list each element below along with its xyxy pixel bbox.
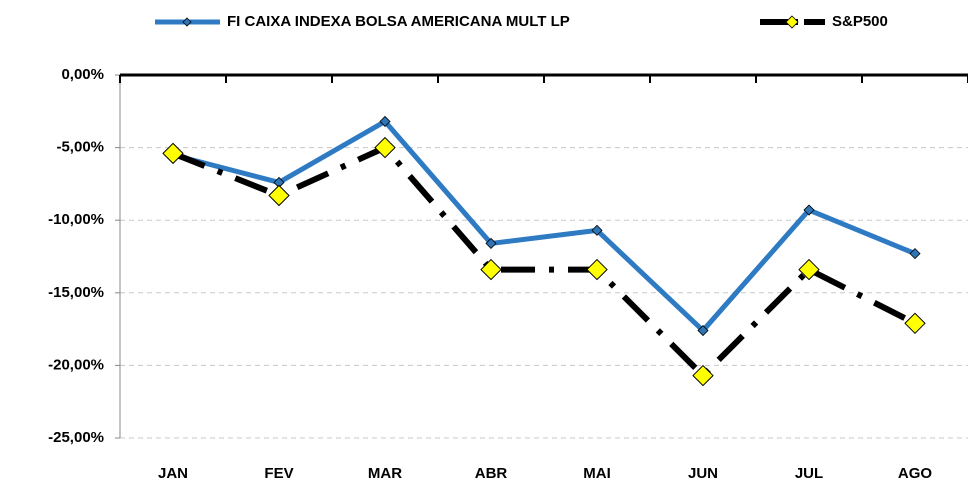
marker — [909, 248, 921, 260]
marker — [268, 184, 290, 207]
marker — [485, 237, 497, 249]
marker — [803, 204, 815, 216]
marker — [692, 364, 714, 387]
y-tick-label: -5,00% — [56, 139, 104, 156]
legend-marker — [785, 15, 799, 29]
marker — [904, 312, 926, 334]
x-tick-label: JUL — [795, 465, 823, 482]
marker — [379, 115, 391, 128]
series-line — [172, 118, 916, 334]
legend-label: FI CAIXA INDEXA BOLSA AMERICANA MULT LP — [227, 13, 570, 30]
x-tick-label: FEV — [264, 465, 293, 482]
x-tick-label: JUN — [688, 465, 718, 482]
y-tick-label: -10,00% — [48, 211, 104, 228]
y-tick-label: -20,00% — [48, 356, 104, 373]
marker — [591, 224, 603, 236]
x-tick-label: JAN — [158, 465, 188, 482]
marker — [798, 258, 820, 281]
x-tick-label: AGO — [898, 465, 933, 482]
legend-marker — [182, 17, 192, 27]
marker — [697, 324, 709, 337]
y-tick-label: 0,00% — [61, 66, 104, 83]
marker — [586, 258, 608, 281]
y-tick-label: -25,00% — [48, 429, 104, 446]
x-tick-label: MAR — [368, 465, 402, 482]
legend-label: S&P500 — [832, 13, 888, 30]
y-tick-label: -15,00% — [48, 284, 104, 301]
x-tick-label: MAI — [583, 465, 611, 482]
marker — [162, 142, 184, 165]
marker — [480, 258, 502, 281]
marker — [374, 136, 396, 159]
x-tick-label: ABR — [475, 465, 508, 482]
